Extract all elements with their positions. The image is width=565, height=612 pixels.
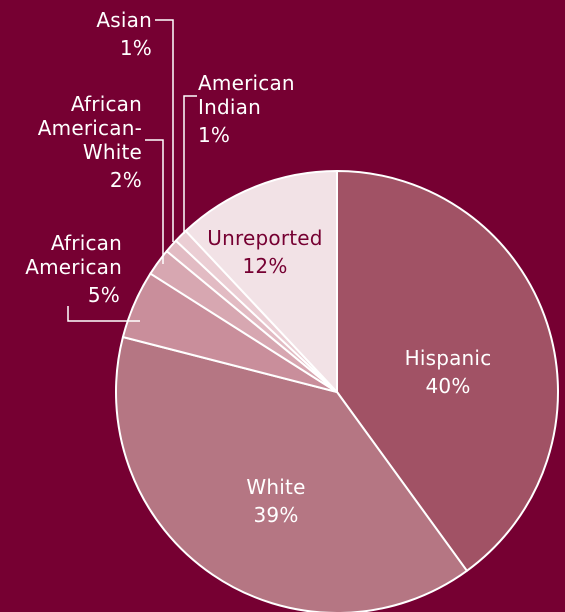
slice-label-text-american-indian: American	[198, 71, 295, 95]
slice-label-text-african-american-white: American-	[38, 116, 142, 140]
slice-pct-hispanic: 40%	[425, 374, 470, 398]
slice-pct-african-american-white: 2%	[110, 168, 142, 192]
slice-label-white: White 39%	[246, 475, 305, 527]
pie-slice-hispanic	[336, 170, 559, 572]
slice-label-text-african-american: American	[25, 255, 122, 279]
slice-pct-unreported: 12%	[242, 254, 287, 278]
slice-pct-asian: 1%	[120, 36, 152, 60]
slice-label-text-asian: Asian	[96, 8, 152, 32]
slice-label-text-african-american-white: White	[83, 140, 142, 164]
leader-line-african-american	[67, 306, 140, 322]
slice-label-hispanic: Hispanic 40%	[405, 346, 492, 398]
leader-line-american-indian	[183, 95, 197, 234]
slice-label-unreported: Unreported 12%	[207, 226, 322, 278]
slice-pct-white: 39%	[253, 503, 298, 527]
pie-slice-white	[115, 336, 468, 612]
slice-label-asian: Asian 1%	[96, 8, 152, 60]
leader-line-asian	[155, 19, 174, 242]
slice-pct-african-american: 5%	[88, 283, 120, 307]
slice-label-text-african-american: African	[51, 231, 122, 255]
leader-line-african-american-white	[145, 139, 164, 264]
slice-label-text-white: White	[246, 475, 305, 499]
slice-label-text-unreported: Unreported	[207, 226, 322, 250]
pie-slice-unreported	[184, 170, 338, 393]
slice-label-text-hispanic: Hispanic	[405, 346, 492, 370]
slice-label-text-american-indian: Indian	[198, 95, 261, 119]
slice-label-text-african-american-white: African	[71, 92, 142, 116]
slice-pct-american-indian: 1%	[198, 123, 230, 147]
